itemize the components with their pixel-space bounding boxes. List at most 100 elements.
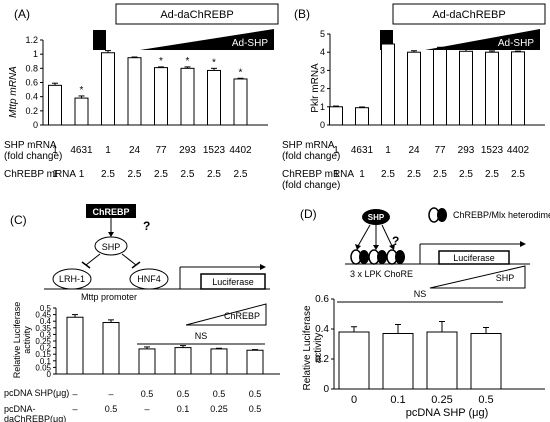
panel-b-ytick-label: 2: [320, 84, 325, 94]
panel-b-row1-value: 293: [458, 145, 475, 156]
panel-c-ytick-label: 0.25: [35, 337, 51, 346]
panel-b-row2-label-1: ChREBP mRNA: [282, 169, 354, 180]
panel-d-ylabel-2: activity: [313, 333, 324, 364]
panel-a-row1-value: 77: [155, 145, 167, 156]
panel-a-significance-star: *: [80, 85, 84, 96]
panel-b-row2-value: 2.5: [407, 169, 421, 180]
panel-c-inhibit-left-bar: [81, 261, 91, 269]
panel-b-bar: [485, 51, 499, 126]
panel-b-ytick-label: 4: [320, 47, 325, 57]
panel-b-ytick-label: 3: [320, 65, 325, 75]
panel-a-row2-value: 2.5: [128, 169, 142, 180]
panel-b-ytick-label: 1: [320, 102, 325, 112]
panel-a-ytick-label: 0.8: [25, 63, 38, 73]
panel-c-inhibit-right-bar: [131, 261, 141, 269]
panel-c-luciferase-box: [200, 273, 266, 290]
panel-a-ytick-label: 0: [33, 120, 38, 130]
panel-b-bar: [433, 48, 447, 126]
panel-d-question: ?: [392, 234, 399, 248]
panel-c-promoter-label: Mttp promoter: [81, 292, 137, 302]
panel-a-row2-value: 2.5: [234, 169, 248, 180]
panel-b-row1-value: 1: [385, 145, 391, 156]
panel-c-row1-value: 0.5: [249, 389, 262, 399]
panel-d-chore-label: 3 x LPK ChoRE: [350, 269, 413, 279]
panel-b-row2-value: 2.5: [511, 169, 525, 180]
panel-b-row1-value: 77: [434, 145, 446, 156]
panel-b-bars: [329, 42, 525, 126]
panel-a-bar: [48, 84, 62, 126]
panel-c-shp-label: SHP: [102, 242, 121, 252]
panel-d-shp-label: SHP: [368, 213, 385, 222]
panel-c-tss-arrowhead: [260, 264, 266, 270]
panel-c-axis: 00.050.10.150.20.250.30.350.40.450.5: [35, 304, 280, 379]
panel-a-ramp-label: Ad-SHP: [232, 38, 268, 49]
panel-a-row-values: 1 4631 1 24 77 293 1523 4402 1 1 2.5 2.5 2.5 2.5 2.5 2.…: [52, 145, 252, 180]
panel-a-significance-star: *: [212, 57, 216, 68]
panel-a-significance-star: *: [159, 56, 163, 67]
panel-b-bar: [459, 50, 473, 126]
panel-d-bar: [382, 333, 414, 390]
panel-d-arrow-1: [357, 224, 371, 247]
panel-d-ylabel-1: Relative Luciferase: [302, 305, 313, 390]
panel-c-question: ?: [143, 219, 150, 233]
panel-c-ramp: [185, 303, 267, 326]
panel-c-lrh1-label: LRH-1: [59, 274, 85, 284]
panel-a-row1-value: 1: [52, 145, 58, 156]
panel-c-ramp-label: ChREBP: [224, 311, 260, 321]
panel-d-xtick-label: 0: [351, 394, 357, 406]
panel-d-xlabel: pcDNA SHP (μg): [406, 407, 489, 419]
panel-b-row1-value: 24: [408, 145, 420, 156]
panel-d: (D) SHP ? ChREBP/Mlx heterodimer Lucifer…: [300, 207, 550, 419]
panel-b-header-box: [392, 3, 546, 25]
panel-c-arrowhead-1: [108, 232, 114, 237]
panel-a-bar: [154, 67, 168, 126]
panel-d-ytick-label: 0.2: [315, 354, 329, 365]
panel-d-label: (D): [300, 207, 317, 221]
panel-b-bar: [329, 106, 343, 126]
panel-d-ramp-label: SHP: [496, 273, 515, 283]
panel-d-ytick-label: 0.6: [315, 294, 329, 305]
panel-b-row1-label-1: SHP mRNA: [282, 140, 335, 151]
panel-b-ramp: [425, 29, 540, 50]
panel-c-shp-ellipse: [94, 236, 128, 256]
panel-d-legend-label: ChREBP/Mlx heterodimer: [453, 210, 550, 220]
panel-c-row1-value: 0.5: [177, 389, 190, 399]
panel-b-ramp-label: Ad-SHP: [498, 38, 534, 49]
panel-b-row-values: 1 4631 1 24 77 293 1523 4402 1 1 2.5 2.5 2.5 2.5 2.5 2.…: [333, 145, 529, 180]
panel-a-ytick-label: 1.2: [25, 35, 38, 45]
panel-a-row1-value: 1: [105, 145, 111, 156]
panel-d-shp-ellipse: [362, 209, 390, 225]
panel-a-bar: [101, 52, 115, 126]
panel-a-ytick-label: 0.2: [25, 106, 38, 116]
panel-b-row1-value: 4402: [507, 145, 530, 156]
panel-c-label: (C): [10, 213, 27, 227]
panel-c-row1-label: pcDNA SHP(μg): [4, 388, 69, 398]
panel-c-row2-value: –: [144, 404, 149, 414]
panel-c: (C) ChREBP ? SHP LRH-1 HNF4 Luciferase M…: [4, 204, 280, 422]
panel-a-row2-value: 2.5: [181, 169, 195, 180]
panel-c-hnf4-label: HNF4: [137, 274, 161, 284]
panel-a-row2-value: 1: [79, 169, 85, 180]
panel-c-bar: [174, 347, 192, 375]
panel-b-ylabel: Pklr mRNA: [310, 63, 321, 113]
panel-d-xtick-label: 0.25: [431, 394, 452, 406]
panel-b-ytick-label: 5: [320, 29, 325, 39]
panel-c-row-values: – – 0.5 0.5 0.5 0.5 – 0.5 – 0.1 0.25 0.5: [72, 389, 261, 414]
panel-b: (B) Ad-daChREBP Ad-SHP Pklr mRNA 012345 …: [282, 3, 546, 191]
panel-c-bar: [210, 348, 228, 375]
panel-b-ytick-label: 0: [320, 120, 325, 130]
panel-c-ns-label: NS: [195, 331, 208, 341]
panel-b-row2-value: 2.5: [433, 169, 447, 180]
panel-b-row2-value: 1: [333, 169, 339, 180]
panel-a-ytick-label: 0.6: [25, 78, 38, 88]
panel-a-significance-star: *: [239, 67, 243, 78]
panel-a-ytick-label: 0.4: [25, 92, 38, 102]
panel-d-bar: [426, 331, 458, 390]
panel-b-bar: [511, 51, 525, 126]
panel-d-legend-chrebp-icon: [437, 208, 447, 222]
panel-a-bar: [207, 69, 221, 126]
panel-c-bar: [246, 349, 264, 375]
panel-c-ytick-label: 0.15: [35, 350, 51, 359]
panel-d-bar: [470, 333, 502, 390]
panel-c-inhibit-right: [121, 253, 137, 266]
